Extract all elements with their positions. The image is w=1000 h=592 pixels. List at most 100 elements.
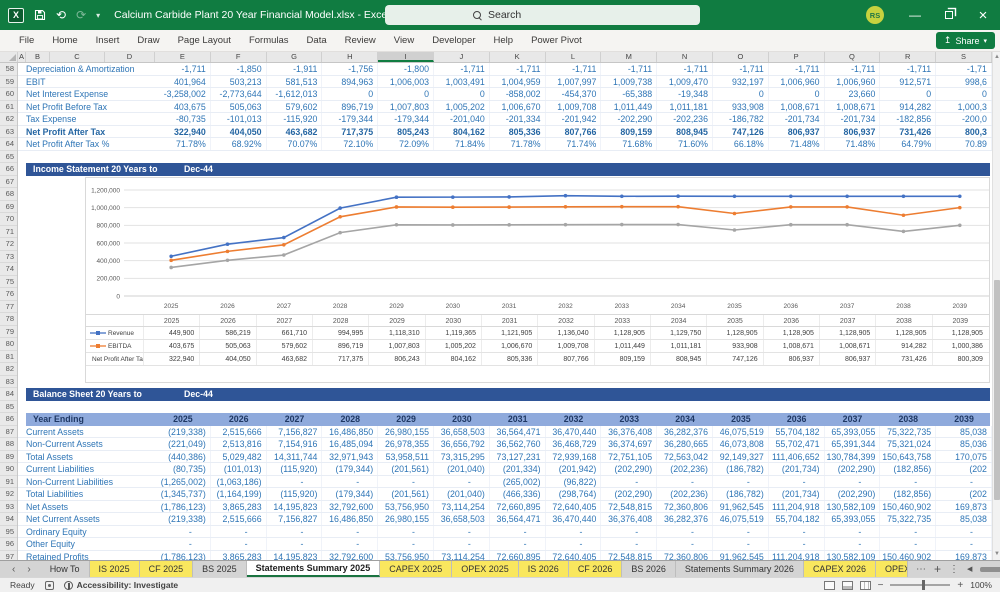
cell[interactable]: 55,704,182	[769, 513, 825, 525]
cell[interactable]: (202	[936, 488, 992, 500]
cell[interactable]: (221,049)	[155, 438, 211, 450]
hscroll-left-icon[interactable]: ◀	[967, 565, 972, 573]
cell[interactable]: 2,515,666	[211, 426, 267, 438]
cell[interactable]: -	[267, 526, 323, 538]
cell-colA[interactable]	[18, 126, 26, 138]
cell[interactable]: -	[490, 538, 546, 550]
sheet-tab-cf-2025[interactable]: CF 2025	[140, 561, 194, 577]
column-header-C[interactable]: C	[50, 52, 105, 62]
row-header-81[interactable]: 81	[0, 351, 17, 364]
cell[interactable]: 72,360,806	[657, 551, 713, 561]
cell[interactable]: -	[490, 526, 546, 538]
cell[interactable]: 933,908	[713, 101, 769, 113]
cell[interactable]: 32,792,600	[322, 501, 378, 513]
cell[interactable]: 806,937	[769, 126, 825, 138]
cell[interactable]: -	[657, 526, 713, 538]
cell[interactable]: 65,393,055	[825, 513, 881, 525]
tabs-scroll-right-icon[interactable]: ›	[27, 564, 30, 575]
cell[interactable]: 36,658,503	[434, 513, 490, 525]
cell[interactable]: 807,766	[546, 126, 602, 138]
cell[interactable]: 32,971,943	[322, 451, 378, 463]
cell[interactable]: 130,582,109	[825, 551, 881, 561]
cell[interactable]: (179,344)	[322, 488, 378, 500]
row-label[interactable]: Depreciation & Amortization	[26, 63, 155, 75]
cell[interactable]: (202,236)	[657, 488, 713, 500]
cell[interactable]: 0	[434, 88, 490, 100]
row-header-76[interactable]: 76	[0, 288, 17, 301]
cell[interactable]: 36,282,376	[657, 513, 713, 525]
sheet-tab-opex-2025[interactable]: OPEX 2025	[452, 561, 519, 577]
sheet-tab-is-2026[interactable]: IS 2026	[519, 561, 569, 577]
cell[interactable]: -	[713, 526, 769, 538]
cell[interactable]: -201,942	[546, 113, 602, 125]
cell[interactable]: (298,764)	[546, 488, 602, 500]
row-header-71[interactable]: 71	[0, 226, 17, 239]
tab-splitter-icon[interactable]: ⋮	[949, 564, 959, 575]
cell[interactable]: 401,964	[155, 76, 211, 88]
sheet-tab-cf-2026[interactable]: CF 2026	[569, 561, 623, 577]
cell[interactable]: (201,561)	[378, 488, 434, 500]
row-header-84[interactable]: 84	[0, 388, 17, 401]
cell[interactable]: -1,850	[211, 63, 267, 75]
more-sheets-icon[interactable]: ⋯	[916, 564, 926, 575]
cell[interactable]: (186,782)	[713, 463, 769, 475]
cell[interactable]: 896,719	[322, 101, 378, 113]
cell[interactable]: -1,612,013	[267, 88, 323, 100]
cell[interactable]: 150,460,902	[880, 551, 936, 561]
row-header-79[interactable]: 79	[0, 326, 17, 339]
cell[interactable]: 150,643,758	[880, 451, 936, 463]
cell[interactable]: -1,911	[267, 63, 323, 75]
cell[interactable]: 1,011,181	[657, 101, 713, 113]
cell[interactable]: 0	[880, 88, 936, 100]
row-header-85[interactable]: 85	[0, 401, 17, 414]
cell[interactable]: 26,980,155	[378, 426, 434, 438]
ribbon-tab-help[interactable]: Help	[485, 30, 523, 51]
cell-colA[interactable]	[18, 451, 26, 463]
avatar[interactable]: RS	[866, 6, 884, 24]
cell[interactable]: -	[155, 526, 211, 538]
row-header-90[interactable]: 90	[0, 463, 17, 476]
page-break-view-button[interactable]	[860, 581, 871, 590]
minimize-button[interactable]: —	[898, 0, 932, 30]
row-label[interactable]: Non-Current Assets	[26, 438, 155, 450]
cell[interactable]: -179,344	[378, 113, 434, 125]
cell[interactable]: -1,800	[378, 63, 434, 75]
cell[interactable]: 46,075,519	[713, 513, 769, 525]
row-header-73[interactable]: 73	[0, 251, 17, 264]
column-header-P[interactable]: P	[769, 52, 825, 62]
cell[interactable]: -202,290	[601, 113, 657, 125]
row-header-58[interactable]: 58	[0, 63, 17, 76]
cell[interactable]: 463,682	[267, 126, 323, 138]
cell[interactable]: 14,311,744	[267, 451, 323, 463]
cell[interactable]: 404,050	[211, 126, 267, 138]
cell[interactable]: 806,937	[825, 126, 881, 138]
accessibility-status[interactable]: Accessibility: Investigate	[64, 580, 179, 590]
cell[interactable]: 3,865,283	[211, 551, 267, 561]
cell[interactable]: 66.18%	[713, 138, 769, 150]
cell[interactable]: 150,460,902	[880, 501, 936, 513]
zoom-slider[interactable]	[890, 584, 950, 586]
cell[interactable]: 64.79%	[880, 138, 936, 150]
row-header-95[interactable]: 95	[0, 526, 17, 539]
cell[interactable]: 72,660,895	[490, 501, 546, 513]
cell[interactable]: (1,265,002)	[155, 476, 211, 488]
cell[interactable]: (466,336)	[490, 488, 546, 500]
ribbon-tab-insert[interactable]: Insert	[87, 30, 129, 51]
year-column-2039[interactable]: 2039	[936, 413, 992, 426]
cell[interactable]: -80,735	[155, 113, 211, 125]
cell[interactable]: 55,702,471	[769, 438, 825, 450]
column-header-E[interactable]: E	[155, 52, 211, 62]
income-statement-chart[interactable]: 0200,000400,000600,000800,0001,000,0001,…	[85, 177, 990, 383]
cell[interactable]: -1,711	[713, 63, 769, 75]
cell[interactable]: (182,856)	[880, 488, 936, 500]
cell[interactable]: 130,582,109	[825, 501, 881, 513]
cell[interactable]: 36,470,440	[546, 513, 602, 525]
cell[interactable]: 36,468,729	[546, 438, 602, 450]
row-label[interactable]: Net Profit Before Tax	[26, 101, 155, 113]
cell[interactable]: 932,197	[713, 76, 769, 88]
cell[interactable]: (202,290)	[825, 463, 881, 475]
cell-colA[interactable]	[18, 501, 26, 513]
cell[interactable]: -	[880, 476, 936, 488]
cell[interactable]: 85,038	[936, 426, 992, 438]
cell[interactable]: (201,734)	[769, 488, 825, 500]
